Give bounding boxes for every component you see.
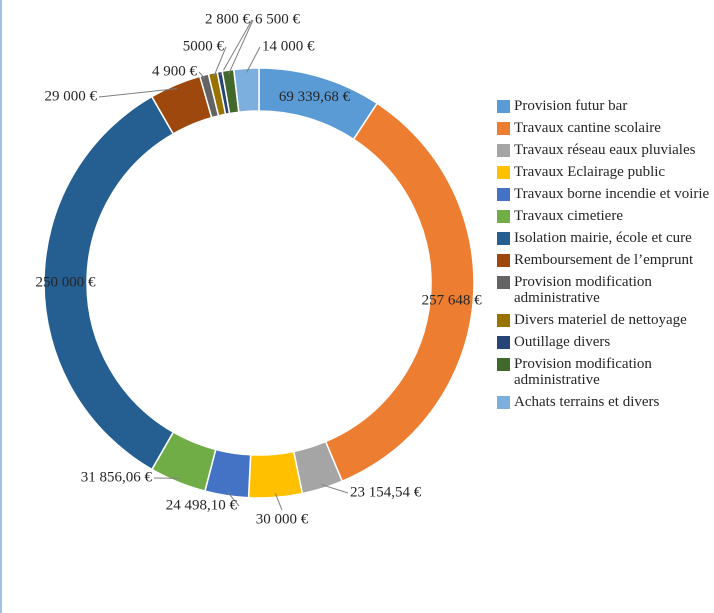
leader-line xyxy=(321,484,349,494)
legend-swatch xyxy=(497,100,510,113)
data-label: 4 900 € xyxy=(152,63,198,79)
legend-label: Provision futur bar xyxy=(514,98,628,114)
donut-segment xyxy=(232,67,260,114)
legend-swatch xyxy=(497,144,510,157)
legend-swatch xyxy=(497,122,510,135)
legend-item: Achats terrains et divers xyxy=(497,394,714,410)
legend-item: Isolation mairie, école et cure xyxy=(497,230,714,246)
leader-line xyxy=(228,19,254,75)
data-label: 31 856,06 € xyxy=(81,469,153,485)
data-label: 14 000 € xyxy=(262,38,315,54)
legend-swatch xyxy=(497,358,510,371)
legend-item: Provision futur bar xyxy=(497,98,714,114)
leader-line xyxy=(246,46,261,73)
legend-item: Travaux borne incendie et voirie xyxy=(497,186,714,202)
legend-swatch xyxy=(497,210,510,223)
legend-label: Achats terrains et divers xyxy=(514,394,660,410)
legend-label: Travaux borne incendie et voirie xyxy=(514,186,710,202)
leader-line xyxy=(226,491,240,507)
legend-item: Divers materiel de nettoyage xyxy=(497,312,714,328)
legend-label: Travaux cantine scolaire xyxy=(514,120,661,136)
legend-item: Travaux réseau eaux pluviales xyxy=(497,142,714,158)
legend-label: Divers materiel de nettoyage xyxy=(514,312,687,328)
legend-label: Travaux cimetiere xyxy=(514,208,623,224)
leader-line xyxy=(198,71,206,80)
leader-line xyxy=(98,88,177,98)
data-label: 250 000 € xyxy=(36,274,97,290)
legend-label: Isolation mairie, école et cure xyxy=(514,230,692,246)
legend-swatch xyxy=(497,232,510,245)
data-label: 5000 € xyxy=(183,38,225,54)
legend-label: Travaux Eclairage public xyxy=(514,164,666,180)
legend-swatch xyxy=(497,336,510,349)
data-label: 30 000 € xyxy=(256,511,309,527)
data-label: 29 000 € xyxy=(45,88,98,104)
legend-item: Remboursement de l’emprunt xyxy=(497,252,714,268)
legend-label: Outillage divers xyxy=(514,334,611,350)
legend-swatch xyxy=(497,396,510,409)
legend-label: Remboursement de l’emprunt xyxy=(514,252,694,268)
legend-item: Outillage divers xyxy=(497,334,714,350)
data-label: 69 339,68 € xyxy=(279,89,351,105)
legend-label: Provision modification administrative xyxy=(514,356,652,388)
legend-swatch xyxy=(497,188,510,201)
leader-line xyxy=(220,19,253,76)
legend-swatch xyxy=(497,166,510,179)
legend-label: Provision modification administrative xyxy=(514,274,652,306)
legend-item: Provision modification administrative xyxy=(497,356,714,388)
data-label: 2 800 € xyxy=(205,11,251,27)
data-label: 6 500 € xyxy=(255,11,301,27)
leader-line xyxy=(274,493,283,511)
data-label: 24 498,10 € xyxy=(166,497,238,513)
legend-label: Travaux réseau eaux pluviales xyxy=(514,142,696,158)
legend-item: Travaux cimetiere xyxy=(497,208,714,224)
legend-item: Travaux Eclairage public xyxy=(497,164,714,180)
legend: Provision futur bar Travaux cantine scola… xyxy=(497,98,714,416)
legend-item: Provision modification administrative xyxy=(497,274,714,306)
data-label: 257 648 € xyxy=(422,292,483,308)
legend-swatch xyxy=(497,276,510,289)
legend-item: Travaux cantine scolaire xyxy=(497,120,714,136)
legend-swatch xyxy=(497,314,510,327)
legend-swatch xyxy=(497,254,510,267)
leader-line xyxy=(213,46,227,78)
data-label: 23 154,54 € xyxy=(350,484,422,500)
donut-segment xyxy=(247,450,304,499)
